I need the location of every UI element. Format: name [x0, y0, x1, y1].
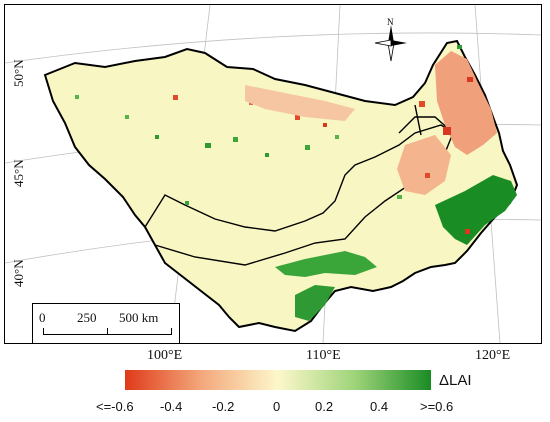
north-arrow-icon — [374, 25, 407, 62]
lat-label-50n: 50°N — [11, 59, 26, 87]
internal-boundaries — [144, 104, 454, 266]
legend-tick-pos04: 0.4 — [370, 399, 389, 414]
lat-label-45n: 45°N — [11, 159, 26, 187]
patch-red-east — [397, 135, 451, 195]
patch-red-c — [467, 77, 473, 82]
lat-label-40n: 40°N — [11, 259, 26, 287]
legend-tick-neg02: -0.2 — [212, 399, 235, 414]
patch-green-middle — [275, 251, 377, 277]
legend-tick-zero: 0 — [273, 399, 281, 414]
patch-red-a — [443, 127, 451, 135]
map-frame: 50°N 45°N 40°N N 0 250 500 km — [4, 4, 542, 344]
patch-green-e — [265, 153, 269, 157]
map-canvas — [5, 5, 541, 343]
scale-bar: 0 250 500 km — [32, 303, 180, 343]
patch-green-a — [205, 143, 211, 148]
legend-tick-min: <=-0.6 — [96, 399, 134, 414]
boundary-line-2 — [398, 116, 452, 134]
lai-decrease-patches — [173, 51, 497, 234]
patch-green-southeast — [435, 175, 517, 245]
patch-red-b — [419, 101, 425, 107]
patch-green-h — [457, 45, 462, 49]
patch-green-south — [295, 285, 335, 321]
patch-green-j — [75, 95, 79, 99]
patch-green-f — [305, 145, 310, 150]
legend-colorbar — [125, 370, 431, 390]
patch-red-f — [323, 123, 327, 127]
lon-label-110e: 110°E — [306, 348, 341, 363]
legend-tick-neg04: -0.4 — [160, 399, 183, 414]
scale-label-500: 500 km — [119, 310, 159, 325]
patch-green-l — [397, 195, 402, 199]
patch-green-k — [185, 201, 189, 205]
parallel-50n — [5, 32, 541, 64]
patch-orange-north — [245, 85, 355, 121]
lai-increase-patches — [75, 45, 517, 321]
lon-label-100e: 100°E — [147, 348, 183, 363]
boundary-line-3 — [414, 104, 422, 136]
patch-green-g — [335, 135, 339, 139]
patch-green-c — [155, 135, 159, 139]
scale-tick-250 — [107, 328, 108, 335]
patch-green-d — [125, 115, 129, 119]
legend-title: ΔLAI — [439, 372, 472, 389]
patch-red-d — [173, 95, 178, 100]
patch-green-b — [233, 137, 238, 142]
patch-red-h — [425, 173, 430, 178]
patch-red-e — [295, 115, 300, 120]
region-outline — [43, 39, 519, 333]
legend-tick-pos02: 0.2 — [315, 399, 334, 414]
scale-label-0: 0 — [39, 310, 46, 325]
scale-label-250: 250 — [77, 310, 97, 325]
scale-tick-500 — [171, 328, 172, 335]
lon-label-120e: 120°E — [475, 348, 511, 363]
scale-tick-0 — [43, 328, 44, 335]
patch-red-i — [465, 229, 470, 234]
boundary-line-1 — [144, 124, 454, 266]
north-label: N — [387, 17, 394, 27]
legend-tick-max: >=0.6 — [420, 399, 454, 414]
